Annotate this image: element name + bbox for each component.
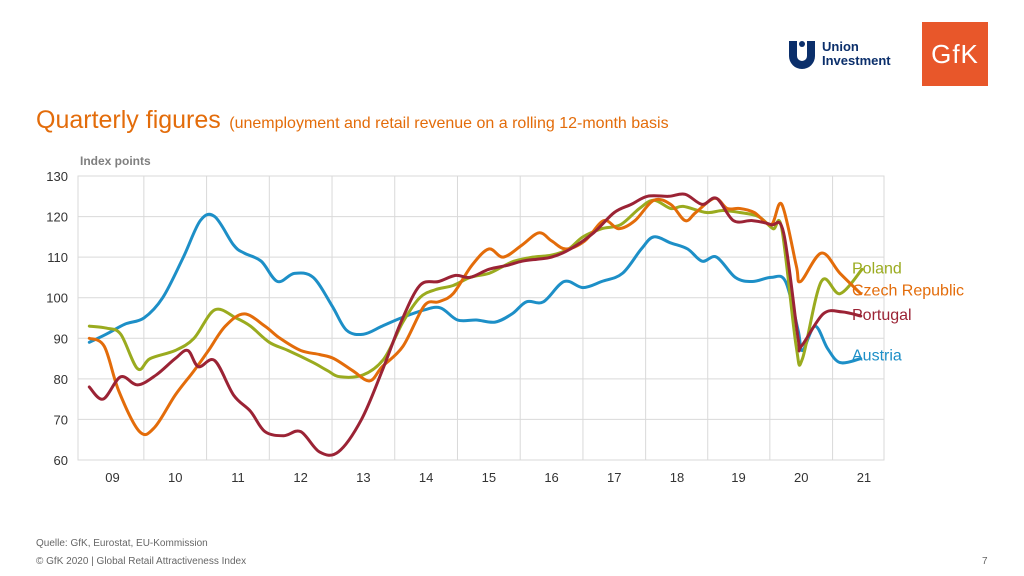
x-tick-label: 15 [482, 470, 496, 485]
y-tick-label: 90 [54, 331, 68, 346]
slide-title-main: Quarterly figures [36, 106, 221, 134]
series-line-czech-republic [87, 196, 863, 437]
slide-title: Quarterly figures (unemployment and reta… [36, 106, 669, 135]
x-tick-label: 11 [231, 470, 245, 485]
footer-source: Quelle: GfK, Eurostat, EU-Kommission [36, 538, 208, 549]
footer-copyright: © GfK 2020 | Global Retail Attractivenes… [36, 556, 247, 567]
gfk-logo-text: GfK [931, 38, 979, 69]
x-tick-label: 16 [544, 470, 558, 485]
y-tick-label: 60 [54, 453, 68, 468]
logo-line-1: Union [822, 39, 859, 54]
y-tick-label: 100 [46, 291, 68, 306]
x-tick-label: 17 [607, 470, 621, 485]
x-tick-label: 14 [419, 470, 433, 485]
legend-label-poland: Poland [852, 260, 902, 277]
union-investment-logo: Union Investment [786, 36, 902, 76]
x-tick-label: 10 [168, 470, 182, 485]
x-tick-label: 20 [794, 470, 808, 485]
series-line-austria [87, 212, 863, 365]
union-investment-mark-icon [789, 41, 815, 69]
y-axis-label: Index points [80, 154, 151, 168]
y-tick-label: 130 [46, 169, 68, 184]
series-line-poland [87, 198, 864, 379]
union-investment-wordmark: Union Investment [822, 40, 891, 68]
y-tick-label: 120 [46, 210, 68, 225]
x-tick-label: 21 [857, 470, 871, 485]
gfk-logo: GfK [922, 22, 988, 86]
y-tick-label: 110 [47, 250, 68, 265]
x-tick-label: 18 [670, 470, 684, 485]
legend-label-czech-republic: Czech Republic [852, 283, 964, 300]
x-tick-label: 19 [731, 470, 745, 485]
legend-label-austria: Austria [852, 348, 902, 365]
y-tick-label: 80 [54, 372, 68, 387]
series-line-portugal [87, 192, 863, 457]
legend-label-portugal: Portugal [852, 307, 912, 324]
x-tick-label: 09 [105, 470, 119, 485]
x-tick-label: 12 [293, 470, 307, 485]
x-tick-label: 13 [356, 470, 370, 485]
slide-title-sub: (unemployment and retail revenue on a ro… [229, 115, 669, 132]
page-number: 7 [982, 556, 988, 567]
y-tick-label: 70 [54, 412, 68, 427]
logo-line-2: Investment [822, 53, 891, 68]
